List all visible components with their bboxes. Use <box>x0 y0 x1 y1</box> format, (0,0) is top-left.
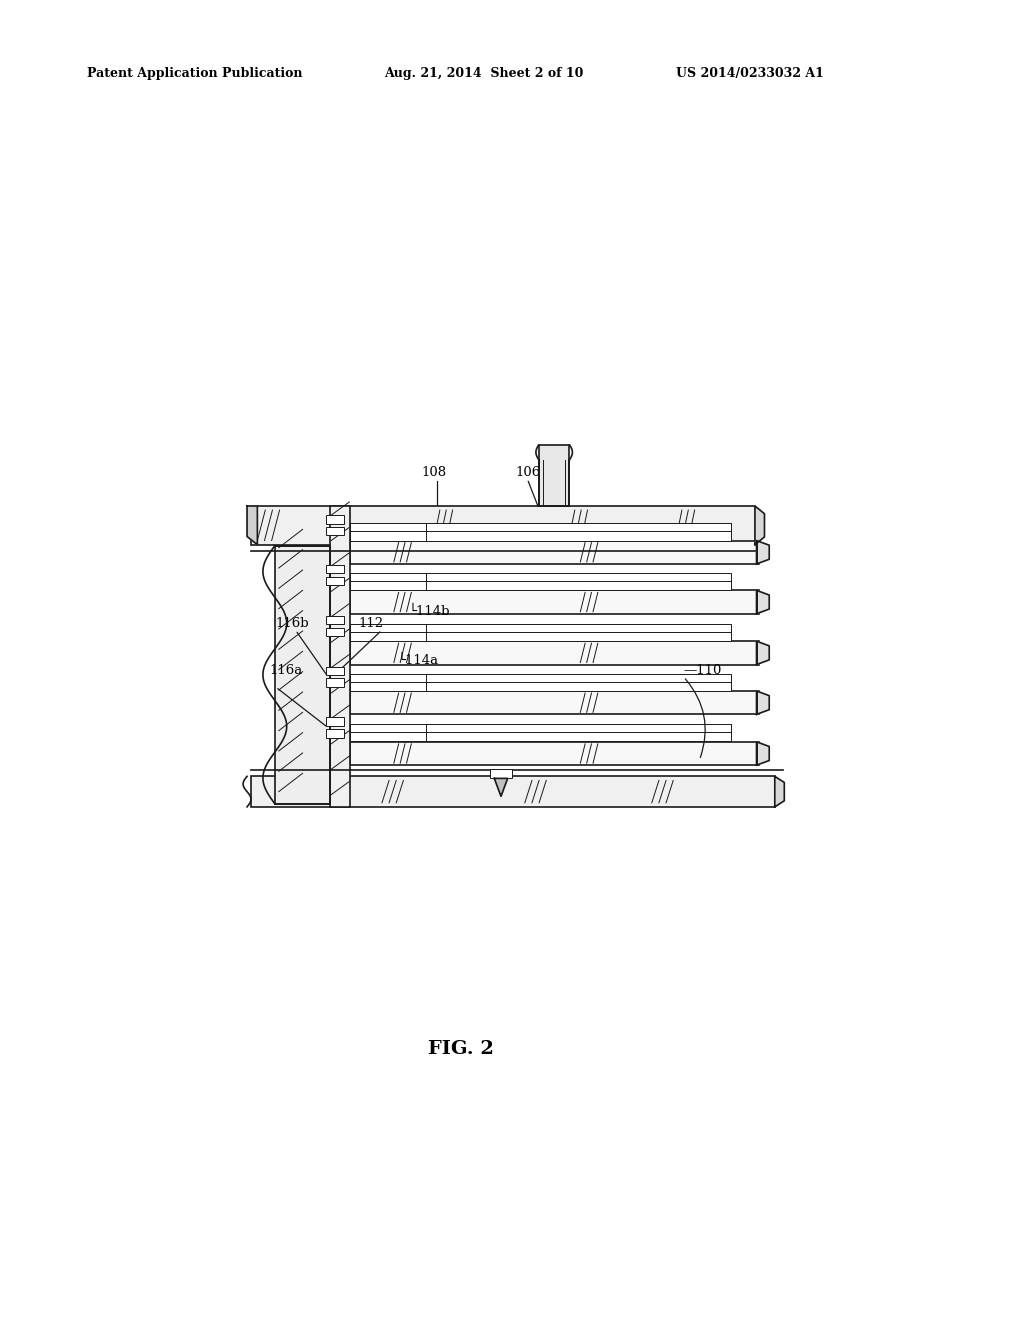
Bar <box>350 581 731 590</box>
Bar <box>327 627 344 636</box>
Bar <box>327 616 344 624</box>
Polygon shape <box>247 506 257 545</box>
Bar <box>350 690 759 714</box>
Bar <box>331 506 350 807</box>
Polygon shape <box>495 779 508 796</box>
Text: └114b: └114b <box>409 605 450 618</box>
Bar <box>350 541 759 564</box>
Bar <box>251 776 775 807</box>
Bar <box>350 532 731 541</box>
Bar <box>327 515 344 524</box>
Bar <box>327 565 344 573</box>
Text: Aug. 21, 2014  Sheet 2 of 10: Aug. 21, 2014 Sheet 2 of 10 <box>384 66 584 79</box>
Bar <box>350 590 759 614</box>
Text: —110: —110 <box>684 664 722 677</box>
Polygon shape <box>757 690 769 714</box>
Bar <box>350 632 731 642</box>
Bar <box>274 545 331 804</box>
Bar <box>350 642 759 664</box>
Bar <box>327 577 344 585</box>
Text: └114a: └114a <box>397 653 439 667</box>
Text: 108: 108 <box>422 466 446 479</box>
Bar <box>327 729 344 738</box>
Bar <box>350 731 731 741</box>
Text: US 2014/0233032 A1: US 2014/0233032 A1 <box>676 66 823 79</box>
Bar <box>350 723 731 733</box>
Polygon shape <box>757 590 769 614</box>
Polygon shape <box>757 541 769 564</box>
Text: 116b: 116b <box>275 616 309 630</box>
Polygon shape <box>755 506 765 545</box>
Bar <box>327 667 344 675</box>
Bar <box>327 527 344 536</box>
Text: 116a: 116a <box>269 664 302 677</box>
Text: 106: 106 <box>515 466 541 479</box>
Bar <box>350 673 731 682</box>
Bar <box>350 742 759 766</box>
Polygon shape <box>757 742 769 766</box>
Bar <box>350 523 731 532</box>
Bar <box>489 770 512 779</box>
Bar <box>251 506 755 545</box>
Text: 112: 112 <box>358 616 383 630</box>
Bar <box>350 682 731 690</box>
Bar <box>350 573 731 582</box>
Polygon shape <box>775 776 784 807</box>
Text: FIG. 2: FIG. 2 <box>428 1040 495 1057</box>
Text: Patent Application Publication: Patent Application Publication <box>87 66 302 79</box>
Bar <box>327 718 344 726</box>
Bar <box>327 678 344 686</box>
Bar <box>350 624 731 634</box>
Bar <box>539 445 569 506</box>
Polygon shape <box>757 642 769 664</box>
